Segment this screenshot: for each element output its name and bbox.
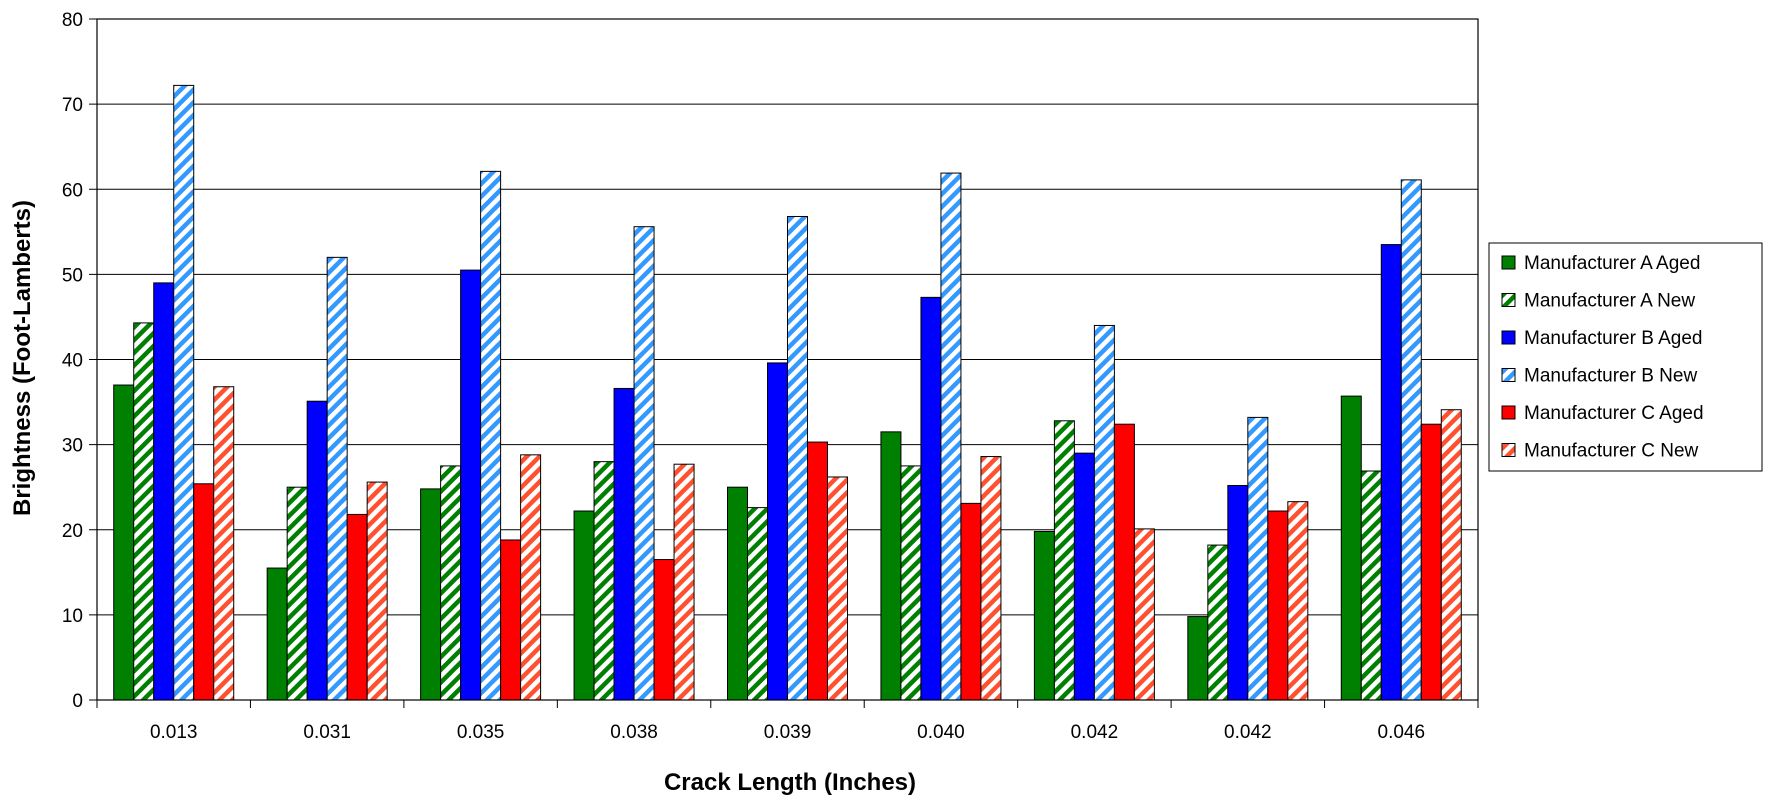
bar-manufacturer-b-new: [633, 226, 655, 701]
bar-manufacturer-c-new: [520, 454, 542, 701]
bar-manufacturer-b-new: [1093, 324, 1115, 701]
bar-manufacturer-a-aged: [113, 384, 135, 701]
bar-manufacturer-b-new: [480, 170, 502, 701]
bar-manufacturer-c-new: [1133, 528, 1155, 701]
y-tick-label: 50: [62, 265, 83, 286]
bar-manufacturer-a-new: [900, 465, 922, 701]
bar-manufacturer-b-new: [326, 256, 348, 701]
x-tick-label: 0.042: [1071, 722, 1119, 743]
x-axis: 0.013 0.031 0.035 0.038 0.039 0.040 0.042 0.042…: [96, 700, 1479, 743]
y-tick-label: 10: [62, 606, 83, 627]
y-tick-label: 70: [62, 95, 83, 116]
x-tick-label: 0.035: [457, 722, 505, 743]
bar-manufacturer-b-new: [1400, 179, 1422, 701]
bar-manufacturer-c-aged: [807, 441, 828, 701]
y-axis: 0 10 20 30 40 50 60 70 80: [62, 10, 97, 712]
bar-manufacturer-a-aged: [1033, 530, 1055, 701]
bar-manufacturer-b-new: [1247, 416, 1269, 701]
legend: Manufacturer A Aged Manufacturer A New Man…: [1488, 242, 1763, 472]
bar-manufacturer-c-aged: [653, 559, 675, 701]
y-tick-label: 0: [72, 691, 83, 712]
x-tick-label: 0.046: [1378, 722, 1426, 743]
legend-label: Manufacturer C Aged: [1524, 403, 1704, 424]
bar-manufacturer-a-new: [1360, 470, 1382, 701]
legend-box: [1488, 242, 1763, 472]
bar-manufacturer-a-new: [133, 322, 155, 701]
bar-manufacturer-c-new: [673, 463, 695, 701]
bar-manufacturer-b-aged: [1380, 244, 1402, 701]
y-axis-title: Brightness (Foot-Lamberts): [9, 200, 36, 516]
legend-swatch: [1501, 405, 1516, 420]
bar-manufacturer-a-aged: [880, 431, 902, 701]
bar-manufacturer-b-aged: [306, 400, 328, 701]
x-axis-title: Crack Length (Inches): [664, 769, 916, 796]
x-tick-label: 0.031: [303, 722, 351, 743]
bar-manufacturer-b-aged: [460, 269, 482, 701]
x-tick-label: 0.013: [150, 722, 198, 743]
legend-label: Manufacturer C New: [1524, 441, 1699, 462]
bar-manufacturer-a-aged: [1187, 616, 1209, 701]
bar-manufacturer-b-aged: [613, 387, 635, 701]
bar-manufacturer-a-aged: [727, 486, 748, 701]
bar-manufacturer-c-new: [827, 476, 848, 701]
bar-manufacturer-c-new: [213, 386, 235, 701]
bar-manufacturer-c-aged: [1267, 510, 1289, 701]
x-tick-label: 0.040: [917, 722, 965, 743]
bar-manufacturer-c-new: [980, 456, 1002, 701]
bar-manufacturer-c-aged: [960, 502, 982, 701]
bar-manufacturer-b-aged: [1227, 484, 1249, 701]
x-tick-label: 0.038: [610, 722, 658, 743]
legend-swatch: [1501, 330, 1516, 345]
x-tick-label: 0.039: [764, 722, 812, 743]
legend-label: Manufacturer B New: [1524, 366, 1697, 387]
bar-manufacturer-c-aged: [346, 513, 368, 701]
bar-manufacturer-b-new: [787, 215, 808, 701]
bar-manufacturer-b-aged: [1073, 452, 1095, 701]
bar-manufacturer-a-new: [1053, 420, 1075, 701]
bar-manufacturer-a-new: [440, 465, 462, 701]
legend-label: Manufacturer A New: [1524, 291, 1695, 312]
bar-manufacturer-c-aged: [1420, 423, 1442, 701]
bar-manufacturer-b-aged: [767, 362, 788, 701]
legend-swatch: [1501, 368, 1516, 382]
bar-manufacturer-a-new: [286, 486, 308, 701]
bar-manufacturer-a-new: [1207, 544, 1229, 701]
legend-label: Manufacturer B Aged: [1524, 328, 1703, 349]
bars: [113, 84, 1462, 701]
bar-manufacturer-a-new: [593, 461, 615, 701]
bar-manufacturer-a-aged: [1340, 395, 1362, 701]
bar-manufacturer-b-aged: [153, 282, 175, 701]
y-tick-label: 20: [62, 521, 83, 542]
bar-manufacturer-c-aged: [1113, 423, 1135, 701]
bar-manufacturer-c-new: [1440, 409, 1462, 701]
legend-label: Manufacturer A Aged: [1524, 253, 1700, 274]
bar-manufacturer-a-new: [747, 507, 768, 701]
y-tick-label: 60: [62, 180, 83, 201]
bar-manufacturer-b-aged: [920, 296, 942, 701]
bar-manufacturer-c-new: [366, 481, 388, 701]
bar-manufacturer-a-aged: [266, 567, 288, 701]
bar-manufacturer-c-new: [1287, 501, 1309, 701]
x-tick-label: 0.042: [1224, 722, 1272, 743]
bar-manufacturer-a-aged: [420, 488, 442, 701]
bar-manufacturer-a-aged: [573, 510, 595, 701]
legend-swatch: [1501, 255, 1516, 270]
y-tick-label: 40: [62, 351, 83, 372]
bar-manufacturer-c-aged: [500, 539, 522, 701]
bar-manufacturer-b-new: [940, 172, 962, 701]
y-tick-label: 80: [62, 10, 83, 31]
bar-manufacturer-c-aged: [193, 483, 215, 701]
legend-swatch: [1501, 443, 1516, 457]
legend-swatch: [1501, 293, 1516, 307]
y-tick-label: 30: [62, 436, 83, 457]
bar-manufacturer-b-new: [173, 84, 195, 701]
